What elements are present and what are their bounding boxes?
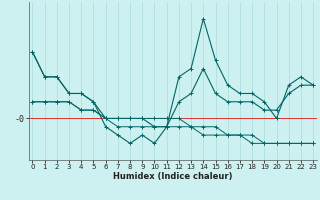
X-axis label: Humidex (Indice chaleur): Humidex (Indice chaleur) bbox=[113, 172, 233, 181]
